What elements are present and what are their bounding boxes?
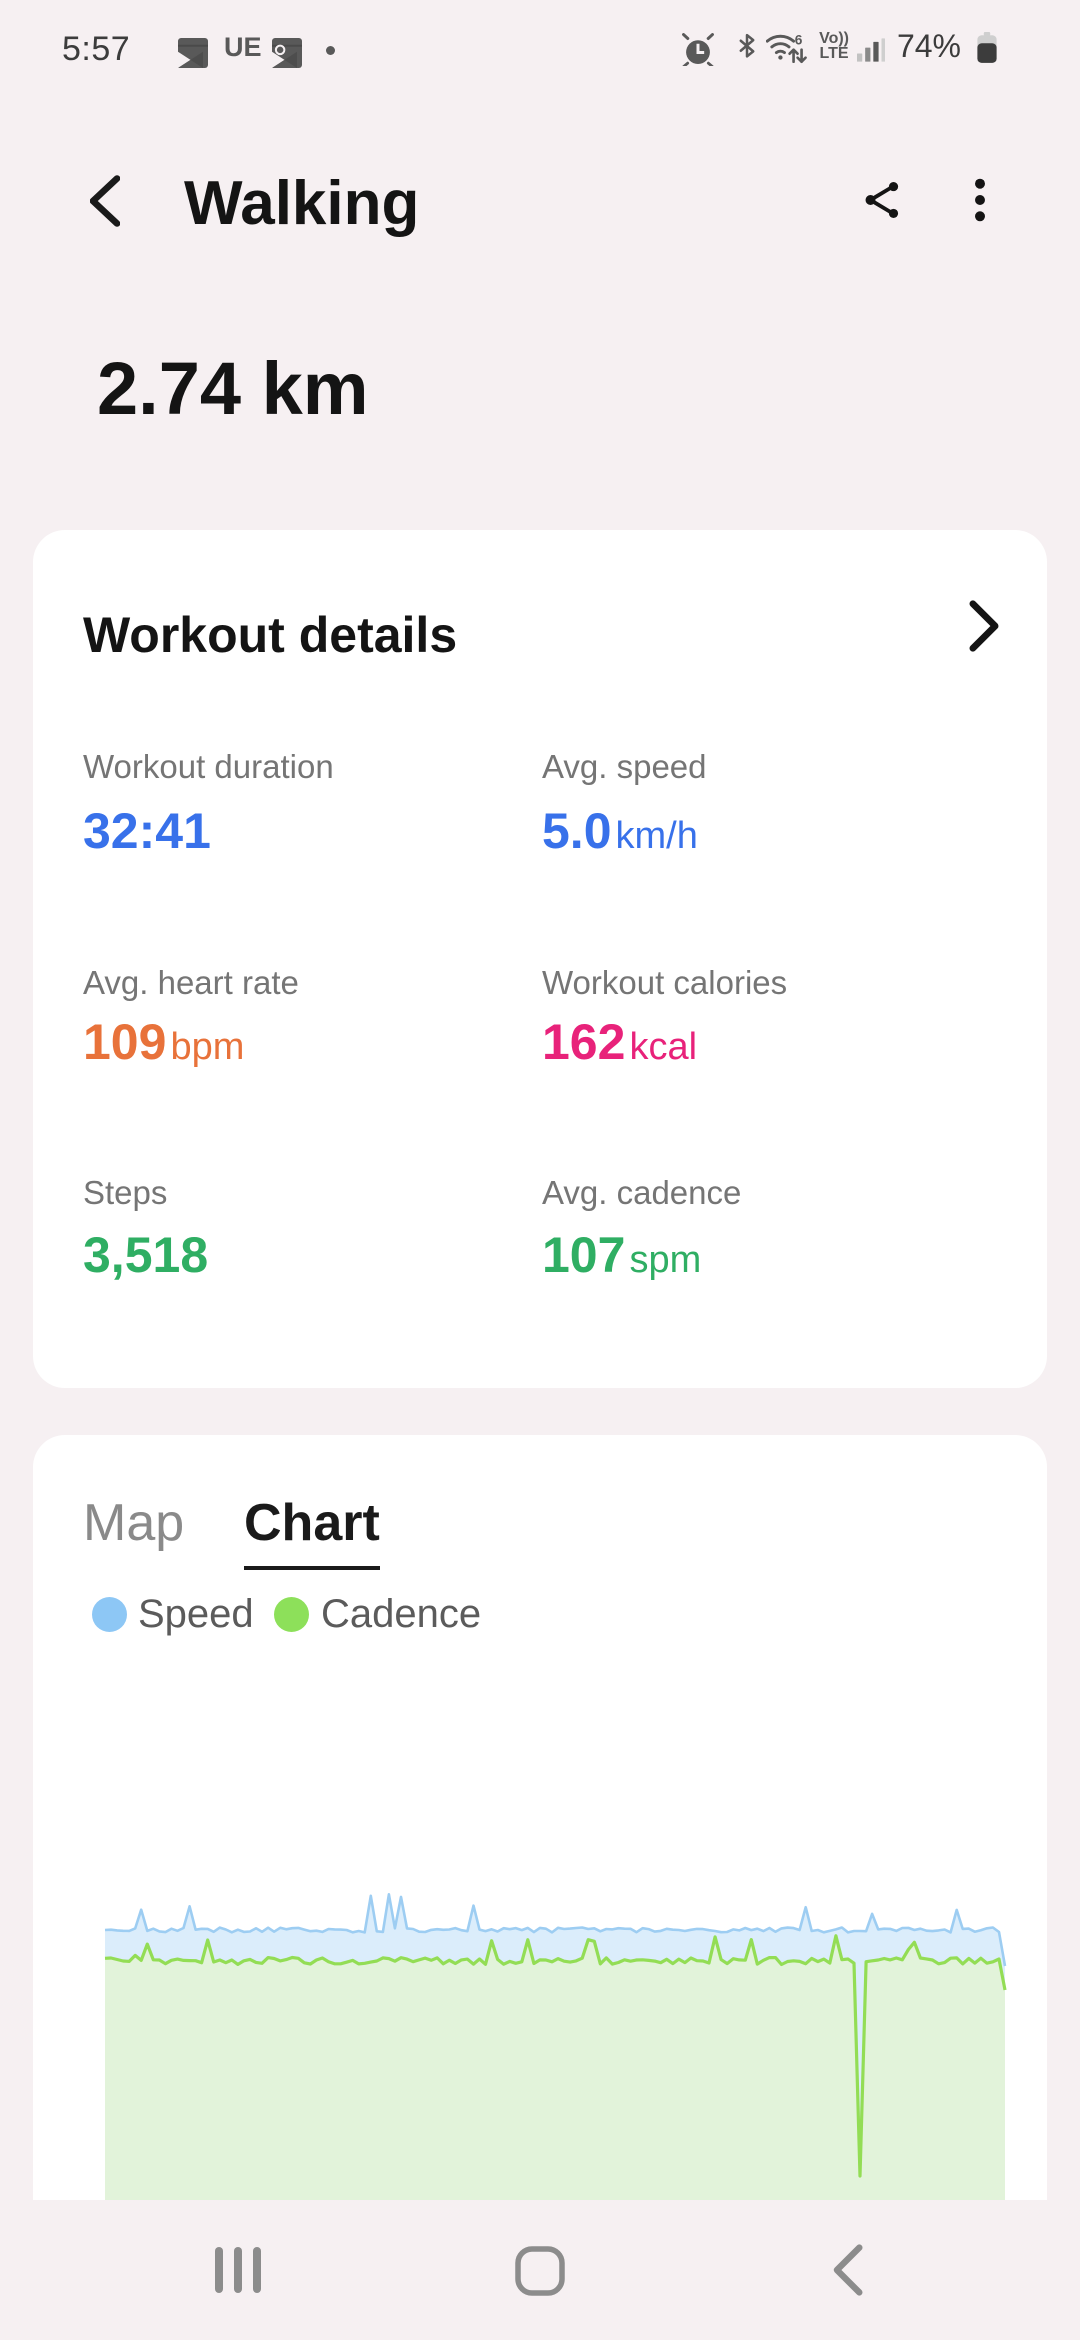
svg-text:6: 6 — [795, 33, 803, 48]
